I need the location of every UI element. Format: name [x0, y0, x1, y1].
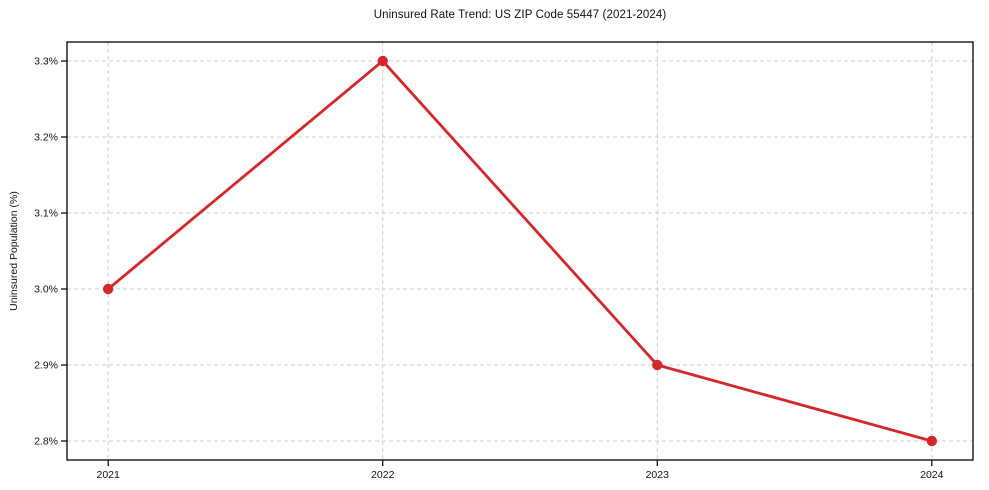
y-tick-label: 2.8% [34, 436, 58, 448]
plot-border [66, 41, 974, 461]
x-tick-label: 2023 [646, 469, 670, 481]
y-tick-label: 3.0% [34, 284, 58, 296]
axis-ticks [61, 60, 933, 466]
x-tick-label: 2024 [920, 469, 944, 481]
data-point-marker [926, 435, 938, 447]
data-point-marker [377, 55, 388, 67]
trend-line [106, 59, 934, 443]
data-series [102, 55, 938, 447]
y-tick-label: 3.2% [34, 132, 58, 144]
y-tick-label: 3.1% [34, 208, 58, 220]
x-tick-label: 2021 [97, 469, 121, 481]
y-tick-label: 3.3% [34, 56, 58, 68]
data-point-marker [102, 283, 114, 295]
data-point-marker [652, 359, 663, 371]
y-tick-label: 2.9% [34, 360, 58, 372]
chart-title: Uninsured Rate Trend: US ZIP Code 55447 … [373, 9, 667, 21]
gridlines [67, 42, 973, 460]
tick-labels: 2.8% 2.9% 3.0% 3.1% 3.2% 3.3% 2021 2022 2023 2024 [34, 56, 944, 482]
x-tick-label: 2022 [371, 469, 395, 481]
